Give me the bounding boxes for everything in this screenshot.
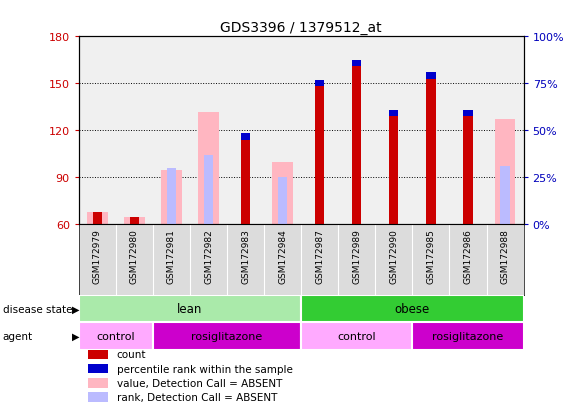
Bar bbox=[412, 323, 524, 350]
Text: percentile rank within the sample: percentile rank within the sample bbox=[117, 363, 293, 374]
Text: agent: agent bbox=[3, 331, 33, 341]
Bar bbox=[241, 158, 250, 225]
Bar bbox=[389, 111, 399, 225]
Bar bbox=[352, 61, 361, 67]
Bar bbox=[301, 295, 524, 323]
Text: GSM172985: GSM172985 bbox=[426, 228, 435, 283]
Bar bbox=[130, 217, 139, 225]
Bar bbox=[87, 212, 108, 225]
Text: GSM172981: GSM172981 bbox=[167, 228, 176, 283]
Bar bbox=[501, 167, 510, 225]
Bar bbox=[426, 73, 436, 79]
Text: obese: obese bbox=[395, 302, 430, 316]
Bar bbox=[352, 61, 361, 225]
Text: rosiglitazone: rosiglitazone bbox=[432, 331, 504, 341]
Text: ▶: ▶ bbox=[72, 331, 79, 341]
Text: GSM172982: GSM172982 bbox=[204, 228, 213, 283]
Text: value, Detection Call = ABSENT: value, Detection Call = ABSENT bbox=[117, 378, 282, 388]
Text: control: control bbox=[337, 331, 376, 341]
Bar bbox=[167, 169, 176, 225]
Text: count: count bbox=[117, 349, 146, 359]
Title: GDS3396 / 1379512_at: GDS3396 / 1379512_at bbox=[220, 21, 382, 35]
Text: GSM172990: GSM172990 bbox=[390, 228, 399, 283]
Text: control: control bbox=[97, 331, 135, 341]
Text: GSM172988: GSM172988 bbox=[501, 228, 510, 283]
Bar bbox=[463, 111, 472, 225]
Bar bbox=[389, 111, 399, 117]
Bar bbox=[278, 178, 287, 225]
Bar bbox=[198, 112, 219, 225]
Bar bbox=[241, 134, 250, 225]
Bar bbox=[88, 349, 108, 359]
Text: GSM172983: GSM172983 bbox=[241, 228, 250, 283]
Bar bbox=[204, 156, 213, 225]
Text: GSM172989: GSM172989 bbox=[352, 228, 361, 283]
Bar bbox=[426, 73, 436, 225]
Bar bbox=[161, 170, 182, 225]
Bar bbox=[79, 295, 301, 323]
Text: GSM172979: GSM172979 bbox=[93, 228, 102, 283]
Text: GSM172987: GSM172987 bbox=[315, 228, 324, 283]
Bar bbox=[241, 134, 250, 140]
Bar bbox=[272, 162, 293, 225]
Bar bbox=[315, 81, 324, 87]
Bar bbox=[88, 364, 108, 373]
Text: GSM172980: GSM172980 bbox=[130, 228, 139, 283]
Bar bbox=[93, 212, 102, 225]
Text: GSM172984: GSM172984 bbox=[278, 228, 287, 283]
Text: GSM172986: GSM172986 bbox=[463, 228, 472, 283]
Bar bbox=[153, 323, 301, 350]
Bar bbox=[88, 392, 108, 402]
Bar bbox=[124, 217, 145, 225]
Text: disease state: disease state bbox=[3, 304, 72, 314]
Bar bbox=[301, 323, 412, 350]
Bar bbox=[463, 111, 472, 117]
Bar bbox=[79, 323, 153, 350]
Bar bbox=[88, 378, 108, 388]
Text: lean: lean bbox=[177, 302, 203, 316]
Bar bbox=[495, 120, 515, 225]
Text: ▶: ▶ bbox=[72, 304, 79, 314]
Text: rosiglitazone: rosiglitazone bbox=[191, 331, 263, 341]
Bar bbox=[315, 81, 324, 225]
Text: rank, Detection Call = ABSENT: rank, Detection Call = ABSENT bbox=[117, 392, 277, 402]
